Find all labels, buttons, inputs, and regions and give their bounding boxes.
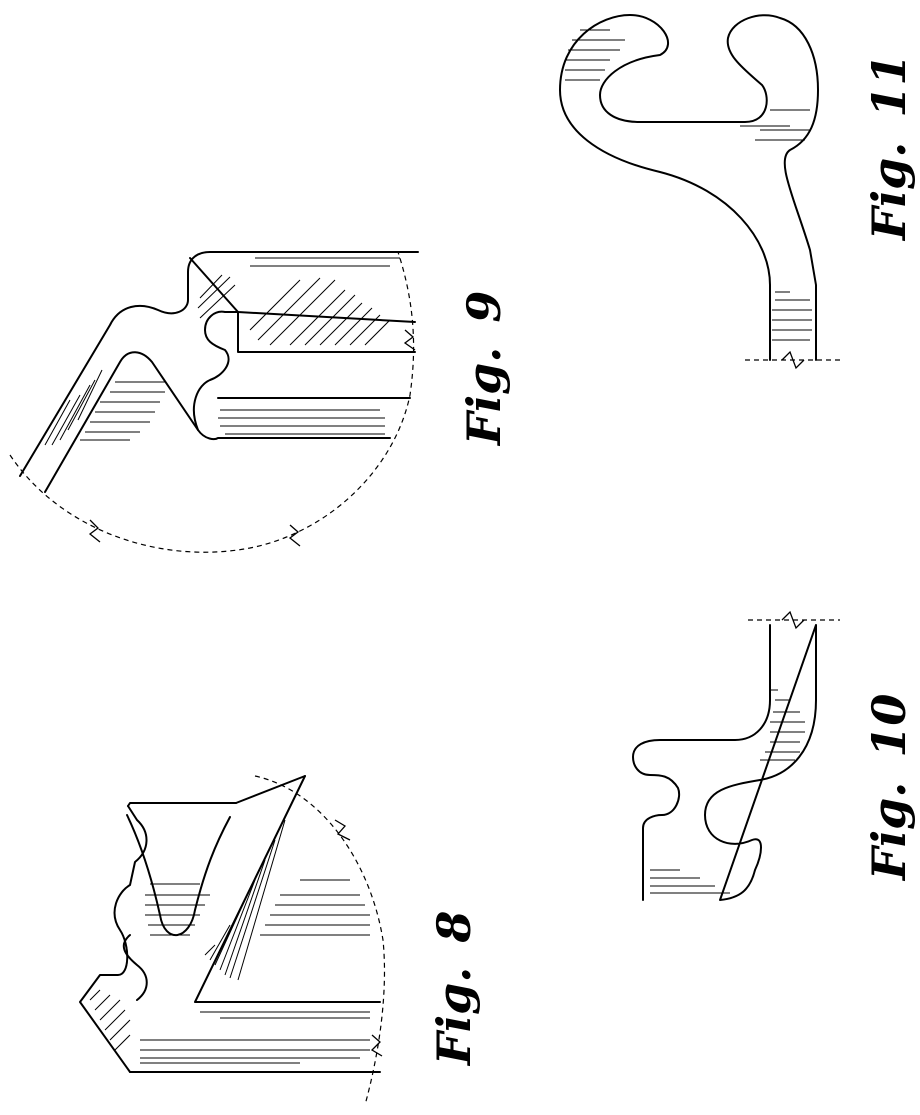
fig8-groove-arm [195,776,380,1002]
figure-8-drawing [80,776,384,1105]
figure-10-label: Fig. 10 [862,694,916,882]
figure-11-drawing [560,15,840,368]
fig9-neck [194,312,238,430]
svg-text:Fig. 9: Fig. 9 [457,291,511,447]
figure-8-label: Fig. 8 [427,911,481,1067]
fig10-profile [633,625,816,900]
fig11-hatching [565,30,812,340]
fig8-profile [80,806,147,1072]
fig9-break-mark-1 [90,520,100,542]
fig8-body-top [128,803,236,806]
figure-9-drawing [10,252,418,552]
svg-text:Fig. 8: Fig. 8 [427,911,481,1067]
fig9-profile-top [20,252,418,476]
fig8-break-arc [255,776,384,1105]
figure-11-label: Fig. 11 [862,54,916,242]
fig11-profile [560,15,818,360]
figure-10-drawing [633,612,840,900]
fig8-hatching [90,820,370,1063]
fig8-break-mark-1 [335,820,350,840]
svg-text:Fig. 10: Fig. 10 [862,694,916,882]
fig8-groove-inner [127,815,230,935]
figure-9-label: Fig. 9 [457,291,511,447]
svg-text:Fig. 11: Fig. 11 [862,54,916,242]
fig8-neck [124,935,147,1000]
fig8-break-mark-2 [372,1035,382,1056]
